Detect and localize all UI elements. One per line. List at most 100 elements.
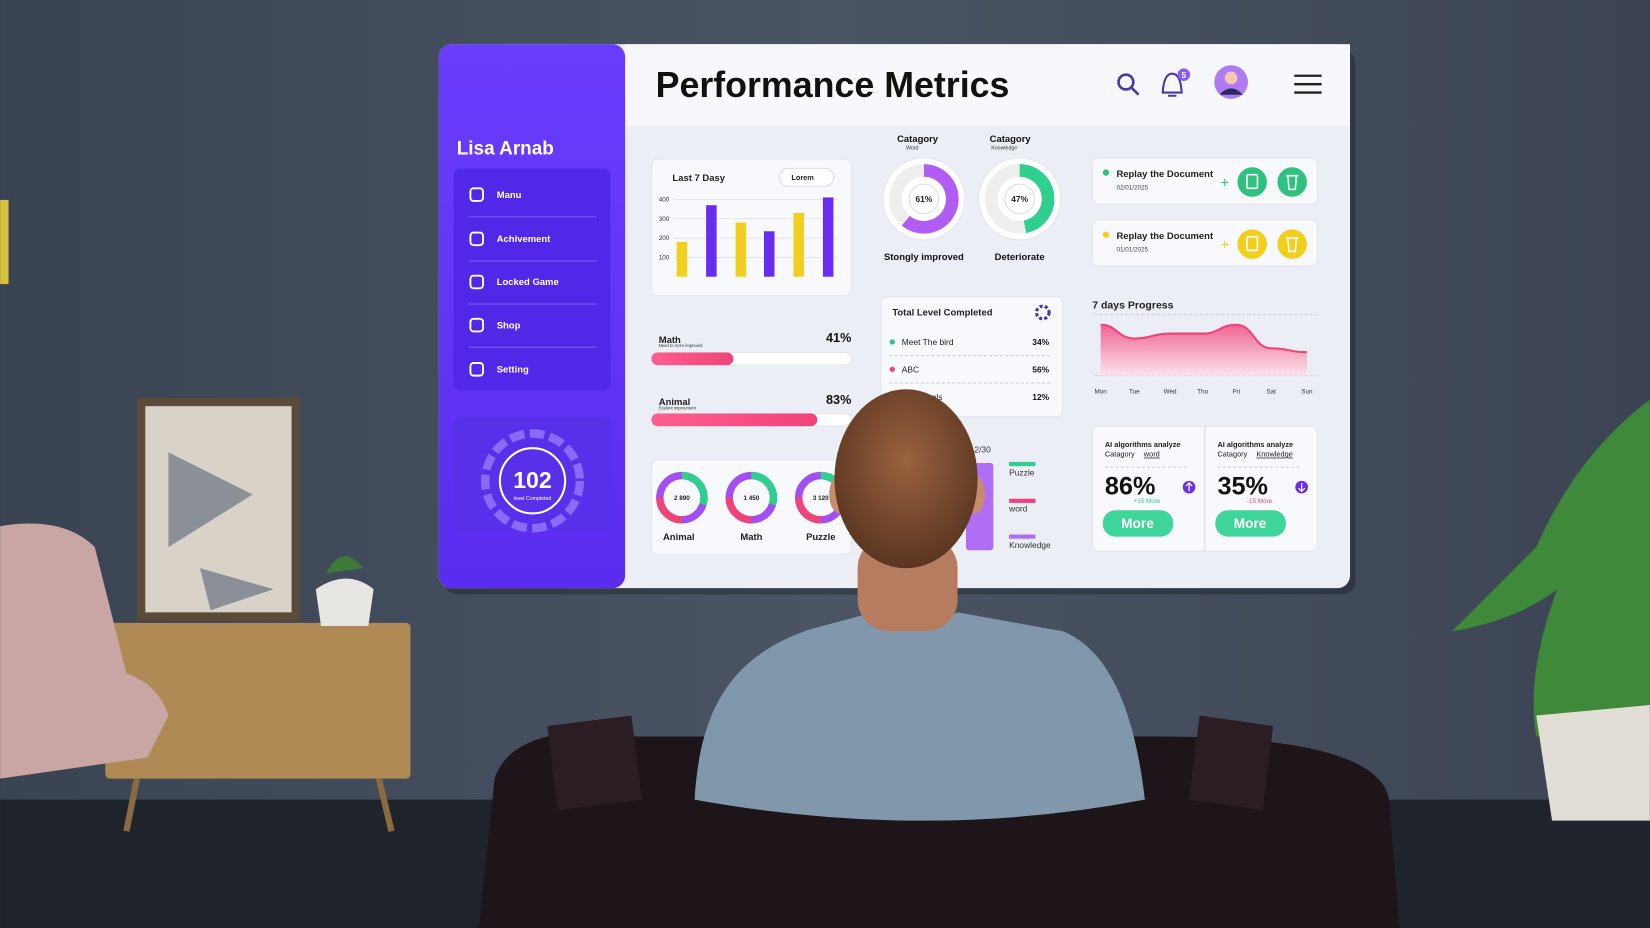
ai-category-label: Catagory (1105, 450, 1135, 459)
menu-panel (453, 168, 611, 391)
dropdown[interactable] (779, 167, 834, 187)
row-value: 34% (1032, 337, 1049, 347)
right-plant (1452, 399, 1650, 737)
menu-item[interactable]: Setting (497, 364, 529, 375)
progress-label: Math (659, 335, 681, 346)
area-fill (1100, 324, 1307, 376)
more-button[interactable] (1215, 510, 1286, 537)
donut-label: Puzzle (806, 532, 835, 543)
menu-item[interactable]: Manu (497, 190, 522, 201)
menu-icon (469, 274, 484, 290)
ai-value: 35% (1217, 473, 1268, 501)
category-arc (1019, 164, 1055, 233)
x-tick-label: Wed (1164, 389, 1177, 396)
dropdown-label: Lorem (791, 173, 814, 182)
notification-badge (1177, 68, 1191, 82)
bar (735, 222, 747, 277)
y-tick-label: 300 (659, 216, 670, 223)
ai-title: AI algorithms analyze (1217, 440, 1293, 449)
progress-value: 41% (826, 331, 851, 345)
progress-value: 83% (826, 393, 851, 407)
delete-icon (1285, 174, 1299, 191)
progress-fill (651, 413, 818, 427)
document-title: Replay the Document (1116, 169, 1214, 180)
status-dot (1102, 169, 1110, 176)
category-caption: Deteriorate (995, 252, 1045, 263)
level-ring (498, 447, 567, 515)
search-icon[interactable] (1117, 73, 1135, 91)
row-value: 12% (1032, 392, 1049, 402)
level-ring-outer (480, 429, 585, 533)
add-icon: + (1221, 237, 1230, 253)
delete-button[interactable] (1277, 229, 1307, 259)
donut-value: 1 450 (743, 495, 759, 502)
donut-segment (725, 497, 752, 524)
category-subtitle: Knowledge (991, 145, 1017, 151)
bar (676, 241, 688, 277)
armchair (0, 523, 169, 779)
donut-label: Animal (663, 532, 695, 543)
y-tick-label: 100 (659, 254, 670, 261)
head (834, 389, 978, 569)
menu-icon (469, 317, 484, 333)
menu-item[interactable]: Achivement (497, 234, 551, 245)
ai-value: 86% (1105, 473, 1156, 501)
ai-title: AI algorithms analyze (1105, 440, 1181, 449)
menu-item[interactable]: Shop (497, 320, 521, 331)
category-value: 47% (1011, 194, 1028, 204)
donut-label: Math (740, 532, 762, 543)
category-arc (901, 164, 959, 234)
area-line (1100, 323, 1307, 354)
donut-core (1004, 183, 1035, 215)
card (880, 296, 1064, 418)
settings-icon[interactable] (1034, 304, 1051, 321)
ai-change: -15 More (1247, 498, 1273, 505)
user-name: Lisa Arnab (457, 139, 554, 160)
category-caption: Stongly improved (884, 252, 964, 263)
row-dot (889, 366, 895, 372)
bar (763, 231, 775, 277)
trend-arrow (1298, 482, 1306, 493)
row-dot (889, 339, 895, 345)
level-number: 102 (513, 467, 552, 493)
shirt (694, 612, 1145, 821)
document-button[interactable] (1237, 167, 1267, 197)
bar (793, 212, 804, 277)
more-button-label[interactable]: More (1121, 516, 1154, 531)
level-label: level Completed (514, 496, 552, 502)
document-button[interactable] (1237, 229, 1267, 259)
x-tick-label: Mon (1095, 389, 1108, 396)
x-tick-label: Tue (1129, 389, 1140, 396)
page-title: Performance Metrics (656, 65, 1010, 105)
plant-pot (315, 578, 374, 627)
delete-button[interactable] (1277, 167, 1307, 197)
sofa-arm-right (1189, 715, 1274, 811)
legend-swatch (1009, 461, 1036, 467)
bell-icon[interactable] (1161, 72, 1183, 97)
menu-icon (469, 231, 484, 247)
row-label: ABC (902, 364, 919, 374)
partial-label: 2/30 (974, 444, 991, 454)
vase-plant (326, 556, 364, 574)
progress-label: Animal (659, 397, 691, 408)
cabinet (105, 622, 411, 779)
picture-art (168, 452, 274, 611)
more-button-label[interactable]: More (1234, 516, 1267, 531)
category-title: Catagory (990, 134, 1032, 145)
more-button[interactable] (1102, 510, 1174, 537)
lamp (0, 199, 9, 285)
y-tick-label: 200 (659, 235, 670, 242)
progress-fill (651, 352, 734, 366)
menu-item[interactable]: Locked Game (497, 277, 559, 288)
donut-value: 2 890 (674, 495, 690, 502)
donut-segment (656, 497, 683, 524)
right-pot (1536, 704, 1650, 821)
x-tick-label: Fri (1233, 389, 1240, 396)
category-subtitle: Word (906, 145, 919, 151)
row-value: 56% (1032, 364, 1049, 374)
avatar-body (1219, 88, 1243, 95)
x-tick-label: Thu (1197, 389, 1208, 396)
document-icon (1246, 235, 1259, 252)
